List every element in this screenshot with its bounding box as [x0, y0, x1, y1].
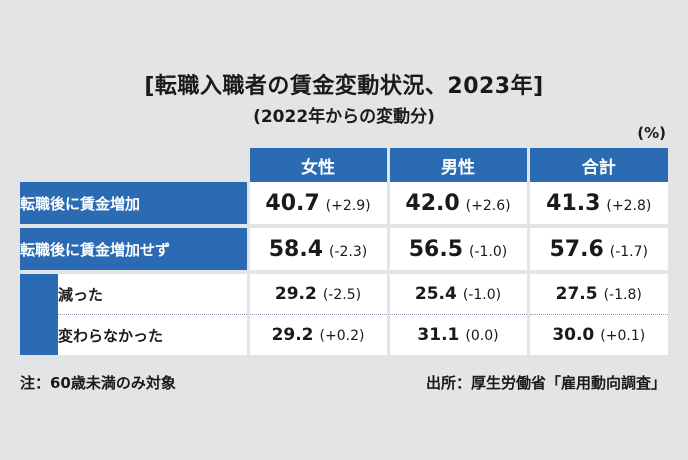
change: (-1.0): [469, 243, 508, 260]
footnote: 注：60歳未満のみ対象: [20, 374, 176, 392]
column-header-female: 女性: [246, 148, 388, 182]
change: (-2.3): [329, 243, 368, 260]
change: (+0.2): [319, 328, 365, 344]
table-row: 減った 29.2 (-2.5) 25.4 (-1.0) 27.5 (-1.8): [20, 272, 668, 355]
source-credit: 出所：厚生労働省「雇用動向調査」: [425, 374, 666, 392]
cell-increase-male: 42.0 (+2.6): [386, 182, 528, 228]
cell-decreased-total: 27.5 (-1.8): [526, 272, 668, 315]
value: 27.5: [555, 284, 598, 304]
table-row: 変わらなかった 29.2 (+0.2) 31.1 (0.0) 30.0 (+0.1): [20, 314, 668, 355]
subrow-gutter: [20, 272, 58, 355]
table-corner: [20, 148, 248, 182]
value: 42.0: [405, 190, 460, 216]
unit-label: (%): [637, 124, 666, 142]
value: 25.4: [414, 284, 457, 304]
value: 29.2: [274, 284, 317, 304]
row-label-decreased: 減った: [58, 272, 248, 315]
change: (-1.0): [462, 287, 502, 303]
cell-no-increase-male: 56.5 (-1.0): [386, 226, 528, 274]
column-header-male: 男性: [386, 148, 528, 182]
cell-unchanged-female: 29.2 (+0.2): [246, 314, 388, 355]
value: 57.6: [549, 236, 604, 262]
change: (-1.7): [609, 243, 649, 260]
cell-decreased-male: 25.4 (-1.0): [386, 272, 528, 315]
value: 58.4: [268, 236, 324, 262]
value: 30.0: [552, 325, 595, 345]
row-label-increase: 転職後に賃金増加: [20, 182, 248, 228]
change: (-1.8): [603, 287, 642, 303]
change: (+2.9): [325, 197, 371, 214]
table-row: 転職後に賃金増加 40.7 (+2.9) 42.0 (+2.6) 41.3 (+2.8…: [20, 182, 668, 228]
row-label-unchanged: 変わらなかった: [58, 314, 248, 355]
cell-decreased-female: 29.2 (-2.5): [246, 272, 388, 315]
cell-unchanged-male: 31.1 (0.0): [386, 314, 528, 355]
value: 40.7: [265, 190, 320, 216]
value: 31.1: [417, 325, 460, 345]
chart-title: [転職入職者の賃金変動状況、2023年]: [144, 74, 544, 99]
wage-change-table: 女性 男性 合計 転職後に賃金増加 40.7 (+2.9) 42.0 (+2.6) …: [20, 148, 668, 355]
cell-no-increase-female: 58.4 (-2.3): [246, 226, 388, 274]
cell-no-increase-total: 57.6 (-1.7): [526, 226, 668, 274]
change: (0.0): [465, 328, 499, 344]
table-row: 転職後に賃金増加せず 58.4 (-2.3) 56.5 (-1.0) 57.6 (-1…: [20, 226, 668, 274]
value: 56.5: [408, 236, 464, 262]
chart-subtitle: (2022年からの変動分): [253, 107, 435, 127]
change: (-2.5): [322, 287, 362, 303]
value: 41.3: [546, 190, 601, 216]
value: 29.2: [271, 325, 314, 345]
change: (+0.1): [600, 328, 646, 344]
cell-increase-female: 40.7 (+2.9): [246, 182, 388, 228]
change: (+2.6): [465, 197, 511, 214]
column-header-total: 合計: [526, 148, 668, 182]
change: (+2.8): [606, 197, 652, 214]
row-label-no-increase: 転職後に賃金増加せず: [20, 226, 248, 274]
cell-increase-total: 41.3 (+2.8): [526, 182, 668, 228]
cell-unchanged-total: 30.0 (+0.1): [526, 314, 668, 355]
